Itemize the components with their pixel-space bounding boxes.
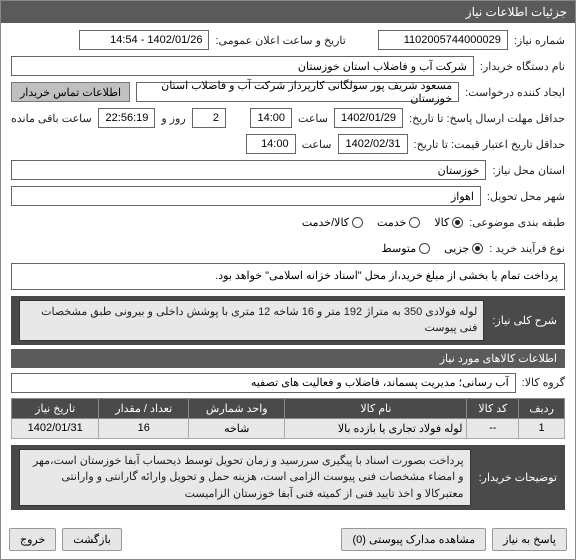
respond-button[interactable]: پاسخ به نیاز bbox=[492, 528, 567, 551]
td-date: 1402/01/31 bbox=[12, 418, 99, 438]
label-hours-remain: ساعت باقی مانده bbox=[11, 112, 92, 125]
th-unit: واحد شمارش bbox=[189, 398, 285, 418]
category-radio-group: کالا خدمت کالا/خدمت bbox=[302, 216, 463, 229]
label-response-deadline: حداقل مهلت ارسال پاسخ: تا تاریخ: bbox=[409, 112, 565, 125]
field-requester: مسعود شریف پور سولگانی کارپرداز شرکت آب … bbox=[136, 82, 459, 102]
field-remain-time: 22:56:19 bbox=[98, 108, 156, 128]
radio-label: جزیی bbox=[444, 242, 469, 255]
section-goods-header: اطلاعات کالاهای مورد نیاز bbox=[11, 349, 565, 368]
td-qty: 16 bbox=[99, 418, 189, 438]
content-area: شماره نیاز: 1102005744000029 تاریخ و ساع… bbox=[1, 23, 575, 520]
radio-circle-icon bbox=[352, 217, 363, 228]
radio-motavaset[interactable]: متوسط bbox=[382, 242, 431, 255]
label-buy-process: نوع فرآیند خرید : bbox=[489, 242, 565, 255]
th-row: ردیف bbox=[519, 398, 565, 418]
radio-kala-khedmat[interactable]: کالا/خدمت bbox=[302, 216, 363, 229]
label-public-date: تاریخ و ساعت اعلان عمومی: bbox=[215, 34, 345, 47]
goods-table: ردیف کد کالا نام کالا واحد شمارش تعداد /… bbox=[11, 398, 565, 439]
th-date: تاریخ نیاز bbox=[12, 398, 99, 418]
label-hour1: ساعت bbox=[298, 112, 328, 125]
label-summary: شرح کلی نیاز: bbox=[492, 314, 557, 327]
radio-label: کالا/خدمت bbox=[302, 216, 349, 229]
radio-kala[interactable]: کالا bbox=[434, 216, 463, 229]
field-resp-hour: 14:00 bbox=[250, 108, 292, 128]
radio-label: کالا bbox=[434, 216, 449, 229]
exit-button[interactable]: خروج bbox=[9, 528, 56, 551]
field-resp-date: 1402/01/29 bbox=[334, 108, 403, 128]
buyer-desc-row: توضیحات خریدار: پرداخت بصورت اسناد با پی… bbox=[11, 445, 565, 511]
field-public-date: 1402/01/26 - 14:54 bbox=[79, 30, 209, 50]
th-qty: تعداد / مقدار bbox=[99, 398, 189, 418]
window-titlebar: جزئیات اطلاعات نیاز bbox=[1, 1, 575, 23]
contact-info-button[interactable]: اطلاعات تماس خریدار bbox=[11, 82, 130, 102]
radio-circle-icon bbox=[409, 217, 420, 228]
radio-khedmat[interactable]: خدمت bbox=[377, 216, 420, 229]
summary-row: شرح کلی نیاز: لوله فولادی 350 به متراژ 1… bbox=[11, 296, 565, 345]
radio-label: متوسط bbox=[382, 242, 417, 255]
td-name: لوله فولاد تجاری یا بازده بالا bbox=[285, 418, 467, 438]
field-buyer-desc: پرداخت بصورت اسناد با پیگیری سررسید و زم… bbox=[19, 449, 471, 507]
field-province: خوزستان bbox=[11, 160, 486, 180]
td-row: 1 bbox=[519, 418, 565, 438]
label-buyer-desc: توضیحات خریدار: bbox=[479, 471, 557, 484]
label-category: طبقه بندی موضوعی: bbox=[469, 216, 565, 229]
label-days-remain: روز و bbox=[161, 112, 185, 125]
label-hour2: ساعت bbox=[302, 138, 332, 151]
buy-process-radio-group: جزیی متوسط bbox=[382, 242, 484, 255]
radio-circle-icon bbox=[452, 217, 463, 228]
label-goods-group: گروه کالا: bbox=[522, 376, 565, 389]
field-niaz-no: 1102005744000029 bbox=[378, 30, 508, 50]
label-buyer-device: نام دستگاه خریدار: bbox=[480, 60, 565, 73]
payment-note: پرداخت تمام یا بخشی از مبلغ خرید،از محل … bbox=[11, 263, 565, 290]
label-province: استان محل نیاز: bbox=[492, 164, 565, 177]
label-niaz-no: شماره نیاز: bbox=[514, 34, 565, 47]
td-unit: شاخه bbox=[189, 418, 285, 438]
radio-circle-icon bbox=[419, 243, 430, 254]
radio-circle-icon bbox=[472, 243, 483, 254]
attachments-button[interactable]: مشاهده مدارک پیوستی (0) bbox=[341, 528, 486, 551]
th-name: نام کالا bbox=[285, 398, 467, 418]
table-header-row: ردیف کد کالا نام کالا واحد شمارش تعداد /… bbox=[12, 398, 565, 418]
label-city: شهر محل تحویل: bbox=[487, 190, 565, 203]
label-requester: ایجاد کننده درخواست: bbox=[465, 86, 565, 99]
th-code: کد کالا bbox=[467, 398, 519, 418]
field-goods-group: آب رسانی؛ مدیریت پسماند، فاضلاب و فعالیت… bbox=[11, 373, 516, 393]
field-valid-date: 1402/02/31 bbox=[338, 134, 408, 154]
field-days: 2 bbox=[192, 108, 226, 128]
field-city: اهواز bbox=[11, 186, 481, 206]
td-code: -- bbox=[467, 418, 519, 438]
field-buyer-device: شرکت آب و فاضلاب استان خوزستان bbox=[11, 56, 474, 76]
field-valid-hour: 14:00 bbox=[246, 134, 296, 154]
footer-bar: پاسخ به نیاز مشاهده مدارک پیوستی (0) باز… bbox=[1, 520, 575, 559]
label-valid-history: حداقل تاریخ اعتبار قیمت: تا تاریخ: bbox=[414, 138, 565, 151]
back-button[interactable]: بازگشت bbox=[62, 528, 122, 551]
field-summary: لوله فولادی 350 به متراژ 192 متر و 16 شا… bbox=[19, 300, 484, 341]
table-row[interactable]: 1 -- لوله فولاد تجاری یا بازده بالا شاخه… bbox=[12, 418, 565, 438]
radio-jozi[interactable]: جزیی bbox=[444, 242, 483, 255]
radio-label: خدمت bbox=[377, 216, 406, 229]
details-window: جزئیات اطلاعات نیاز شماره نیاز: 11020057… bbox=[0, 0, 576, 560]
